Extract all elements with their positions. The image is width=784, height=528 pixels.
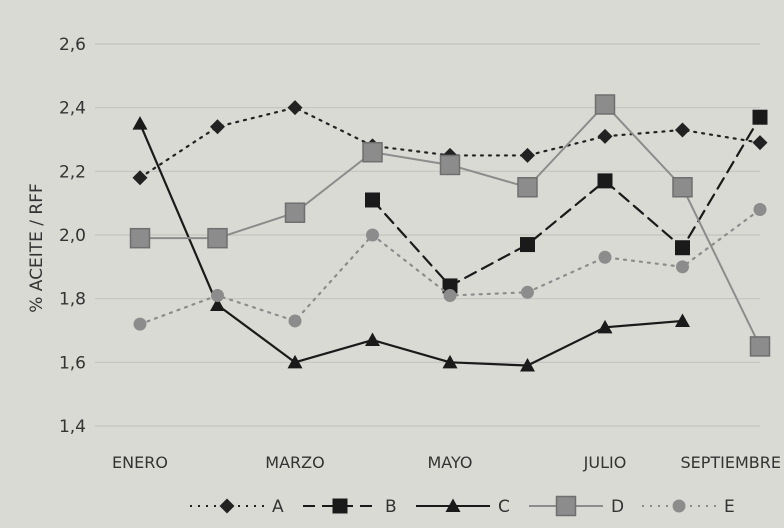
data-point-square	[672, 177, 693, 198]
data-point-triangle	[675, 313, 690, 327]
y-tick-label: 2,6	[59, 35, 86, 55]
data-point-diamond	[287, 100, 303, 116]
y-tick-label: 2,2	[59, 162, 86, 182]
y-tick-label: 1,8	[59, 290, 86, 310]
data-point-square	[597, 173, 613, 189]
data-point-circle	[443, 288, 457, 302]
data-point-circle	[366, 228, 379, 242]
data-point-square	[749, 336, 771, 357]
data-point-diamond	[219, 498, 235, 514]
data-point-triangle	[445, 498, 461, 512]
y-tick-label: 1,6	[59, 353, 86, 373]
data-point-triangle	[442, 354, 458, 369]
y-tick-label: 2,4	[59, 99, 86, 119]
data-point-diamond	[597, 128, 613, 144]
legend-label: E	[724, 497, 735, 517]
gridlines	[95, 43, 760, 427]
legend-label: B	[385, 497, 397, 517]
series-b	[365, 109, 768, 294]
data-point-square	[442, 278, 458, 294]
data-point-square	[439, 154, 461, 176]
legend-item-d: D	[529, 495, 624, 517]
legend-label: D	[611, 497, 624, 517]
x-tick-labels: ENERO MARZO MAYO JULIO SEPTIEMBRE	[112, 453, 781, 472]
data-point-diamond	[132, 170, 148, 186]
legend: A B C D E	[190, 495, 735, 517]
data-point-circle	[288, 314, 302, 328]
data-point-circle	[598, 250, 612, 264]
series-d	[129, 94, 771, 357]
data-point-diamond	[520, 147, 535, 163]
data-point-square	[284, 202, 306, 223]
data-point-triangle	[210, 297, 225, 312]
data-point-square	[332, 498, 348, 514]
y-tick-labels: 1,4 1,6 1,8 2,0 2,2 2,4 2,6	[59, 35, 86, 437]
x-tick-label: SEPTIEMBRE	[680, 453, 781, 472]
series-lines	[129, 94, 771, 372]
data-point-triangle	[287, 354, 303, 369]
data-point-circle	[672, 499, 686, 513]
legend-item-e: E	[642, 497, 735, 517]
data-point-square	[520, 237, 535, 253]
legend-item-a: A	[190, 497, 284, 517]
y-tick-label: 1,4	[59, 417, 86, 437]
x-tick-label: MARZO	[265, 453, 324, 472]
data-point-square	[675, 240, 690, 256]
x-tick-label: ENERO	[112, 453, 168, 472]
data-point-circle	[211, 288, 224, 302]
data-point-triangle	[520, 358, 535, 372]
data-point-square	[594, 94, 616, 115]
legend-item-b: B	[303, 497, 397, 517]
data-point-square	[362, 141, 383, 163]
x-tick-label: JULIO	[583, 453, 627, 472]
data-point-circle	[753, 203, 767, 217]
y-tick-label: 2,0	[59, 226, 86, 246]
data-point-triangle	[365, 332, 380, 347]
series-line	[138, 122, 684, 367]
data-point-triangle	[132, 116, 148, 130]
legend-item-c: C	[416, 497, 510, 517]
data-point-square	[555, 495, 577, 517]
data-point-square	[517, 177, 538, 198]
data-point-square	[129, 227, 151, 249]
data-point-square	[365, 192, 380, 208]
legend-label: C	[498, 497, 510, 517]
data-point-circle	[133, 317, 147, 331]
data-point-circle	[521, 285, 534, 299]
data-point-diamond	[210, 119, 225, 135]
data-point-circle	[676, 260, 689, 274]
data-point-square	[752, 109, 768, 125]
legend-label: A	[272, 497, 284, 517]
x-tick-label: MAYO	[428, 453, 473, 472]
series-c	[132, 116, 690, 372]
data-point-square	[207, 227, 228, 249]
data-point-triangle	[597, 319, 613, 334]
y-axis-label: % ACEITE / RFF	[27, 183, 47, 313]
data-point-diamond	[752, 135, 768, 151]
data-point-diamond	[675, 122, 690, 138]
series-e	[133, 203, 767, 331]
series-line	[371, 116, 762, 288]
